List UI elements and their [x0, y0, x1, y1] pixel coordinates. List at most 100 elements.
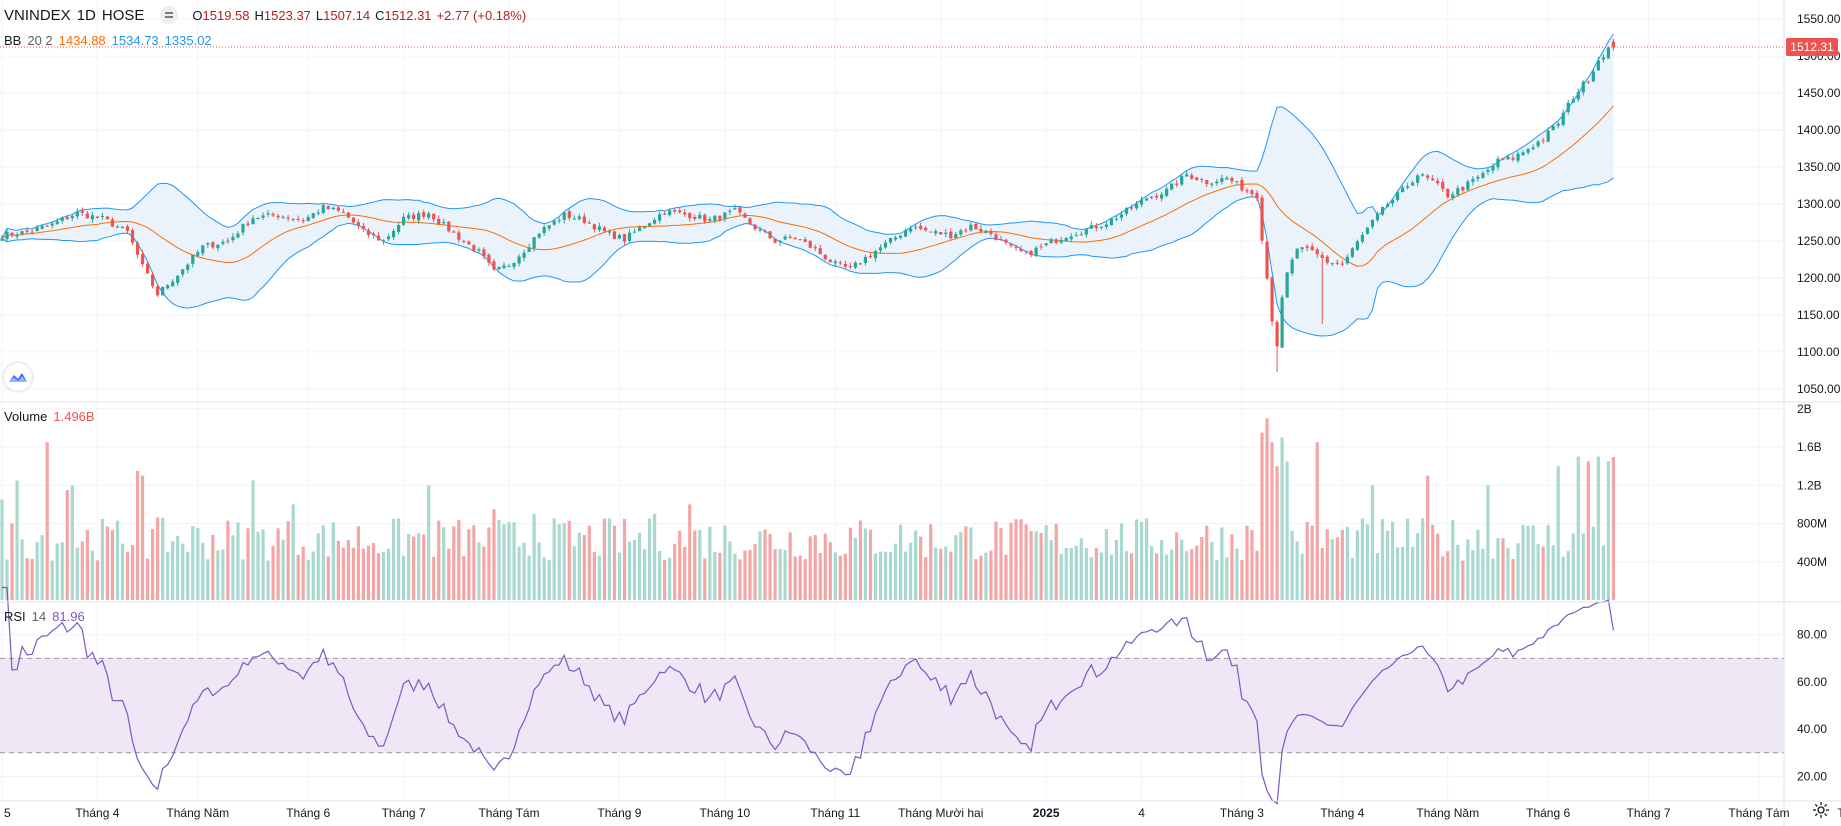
volume-bar: [1255, 550, 1259, 600]
candle: [1079, 231, 1083, 236]
candle: [1546, 127, 1550, 143]
candle-body: [1059, 239, 1063, 243]
volume-bar: [1601, 545, 1605, 600]
bollinger-bands: [1, 33, 1614, 337]
candle: [110, 217, 115, 228]
candle: [818, 244, 822, 255]
candle: [25, 227, 29, 234]
candle-body: [1566, 102, 1570, 112]
candle: [70, 214, 74, 222]
volume-bar: [130, 545, 135, 600]
candle-body: [713, 215, 717, 221]
tradingview-logo-icon[interactable]: [4, 363, 32, 391]
candle: [1526, 147, 1530, 155]
volume-bar: [723, 525, 727, 600]
candle-body: [402, 216, 406, 225]
volume-bar: [447, 548, 451, 600]
volume-bar: [848, 527, 852, 600]
candle-body: [577, 216, 581, 219]
volume-bar: [346, 540, 350, 600]
candle-body: [607, 231, 612, 233]
volume-bar: [552, 518, 556, 600]
time-tick-label: Tháng 7: [1627, 806, 1671, 820]
rsi-value: 81.96: [52, 609, 85, 624]
candle-body: [75, 211, 79, 217]
candle-body: [893, 237, 898, 240]
candle: [1486, 167, 1490, 176]
volume-bar: [873, 553, 878, 600]
rsi-legend[interactable]: RSI 14 81.96: [4, 609, 85, 624]
volume-bar: [412, 536, 416, 600]
candle-body: [171, 281, 175, 287]
volume-bar: [95, 560, 99, 600]
candle: [1456, 185, 1460, 197]
volume-bar: [678, 530, 682, 600]
symbol[interactable]: VNINDEX: [4, 6, 71, 24]
volume-bar: [75, 547, 79, 600]
volume-bar: [1416, 533, 1420, 600]
candle-body: [1099, 226, 1103, 228]
volume-bar: [176, 535, 180, 600]
rsi-tick-label: 60.00: [1797, 675, 1827, 689]
candle-body: [1069, 236, 1073, 240]
volume-bar: [1561, 556, 1565, 600]
candle-body: [1315, 249, 1319, 255]
time-tick-label: Tháng 11: [810, 806, 860, 820]
candle: [1144, 197, 1149, 201]
candle-body: [522, 252, 526, 258]
volume-legend[interactable]: Volume 1.496B: [4, 409, 95, 424]
candle: [532, 237, 536, 252]
volume-bar: [351, 547, 355, 600]
candle: [65, 214, 69, 220]
volume-bar: [151, 529, 155, 600]
volume-bar: [1611, 456, 1616, 600]
candle: [637, 225, 642, 232]
candle: [1195, 176, 1199, 181]
candle-body: [898, 235, 903, 238]
candle-body: [1365, 227, 1370, 234]
candle: [1446, 188, 1450, 199]
candle-body: [798, 239, 802, 241]
candle: [1571, 96, 1575, 104]
candle-body: [1300, 247, 1304, 250]
candle-body: [1014, 246, 1018, 248]
candle-body: [944, 232, 948, 234]
candle-body: [914, 226, 918, 228]
candle: [171, 279, 175, 287]
candle: [201, 244, 205, 257]
low-value: 1507.14: [323, 7, 371, 23]
dot-menu-icon[interactable]: [160, 6, 179, 24]
volume-bar: [1215, 559, 1219, 600]
candle: [1255, 190, 1259, 202]
gear-icon[interactable]: [1811, 800, 1831, 820]
candle: [1029, 249, 1033, 258]
volume-bar: [457, 519, 461, 600]
candle: [1084, 227, 1088, 238]
interval[interactable]: 1D: [76, 6, 96, 24]
candle-body: [1486, 169, 1490, 172]
candle: [1566, 99, 1570, 115]
candle: [442, 218, 446, 226]
candle: [512, 262, 516, 270]
volume-bar: [301, 546, 305, 600]
candle: [1014, 244, 1018, 252]
candle-body: [246, 223, 250, 226]
candle-body: [1320, 254, 1324, 259]
volume-bar: [422, 534, 426, 600]
volume-bar: [90, 550, 94, 600]
candle: [1129, 204, 1134, 211]
candle-body: [1225, 177, 1229, 180]
volume-bar: [50, 560, 54, 600]
volume-bar: [763, 529, 767, 600]
volume-bar: [376, 553, 381, 600]
volume-bar: [381, 551, 386, 600]
volume-bar: [281, 539, 285, 600]
candle-body: [1390, 199, 1395, 204]
candle-body: [1185, 174, 1189, 177]
candle-body: [1355, 241, 1359, 250]
volume-bar: [1190, 549, 1194, 600]
candle-body: [637, 227, 642, 232]
candle: [1285, 272, 1289, 298]
bb-legend[interactable]: BB 20 2 1434.88 1534.73 1335.02: [4, 33, 212, 48]
